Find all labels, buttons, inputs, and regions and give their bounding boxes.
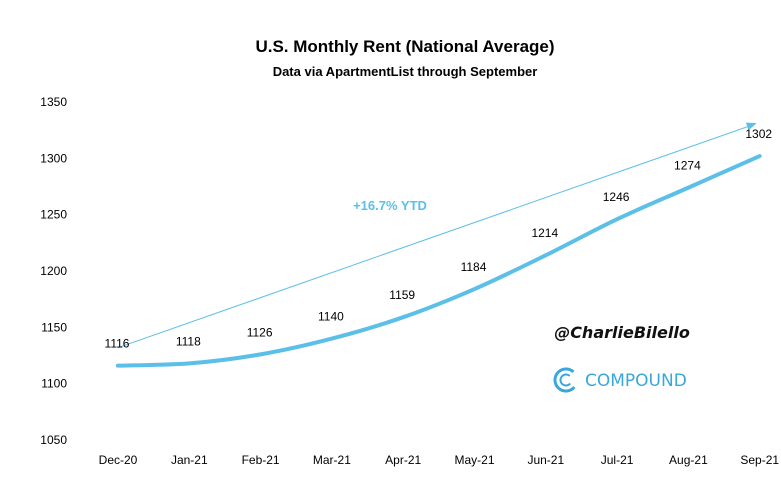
x-tick-label: Jan-21 [171,453,208,467]
data-label: 1246 [603,190,630,204]
y-tick-label: 1300 [40,151,67,165]
y-tick-label: 1200 [40,264,67,278]
data-label: 1126 [247,325,273,339]
x-tick-label: Mar-21 [313,453,351,467]
x-tick-label: Sep-21 [740,453,779,467]
rent-series-line [116,154,762,368]
compound-logo-icon [553,367,579,393]
series-layer [116,154,762,368]
data-label: 1140 [318,310,344,324]
x-tick-label: May-21 [454,453,494,467]
chart-title: U.S. Monthly Rent (National Average) [255,37,554,56]
data-label: 1116 [105,337,130,351]
ytd-annotation: +16.7% YTD [117,122,757,349]
data-label: 1184 [461,260,487,274]
data-label: 1159 [389,288,415,302]
data-label: 1302 [745,127,772,141]
x-tick-label: Jun-21 [527,453,564,467]
chart-subtitle: Data via ApartmentList through September [273,64,538,79]
author-handle: @CharlieBilello [554,323,690,342]
ytd-annotation-label: +16.7% YTD [353,198,427,213]
x-tick-label: Aug-21 [669,453,708,467]
ytd-arrow-head-icon [745,122,757,131]
brand-name: COMPOUND [585,371,687,391]
x-tick-label: Feb-21 [242,453,280,467]
data-labels: 1116 1118 1126 1140 1159 1184 1214 1246 1274 1302 [105,127,773,351]
y-tick-label: 1150 [41,320,67,334]
y-tick-label: 1250 [40,208,67,222]
data-label: 1214 [531,226,558,240]
watermark: @CharlieBilello COMPOUND [553,323,690,393]
data-label: 1118 [176,334,201,348]
data-label: 1274 [674,159,701,173]
y-tick-label: 1350 [40,95,67,109]
x-axis: Dec-20 Jan-21 Feb-21 Mar-21 Apr-21 May-21 Jun-… [99,453,780,467]
x-tick-label: Apr-21 [385,453,421,467]
x-tick-label: Dec-20 [99,453,138,467]
y-tick-label: 1050 [40,433,67,447]
x-tick-label: Jul-21 [601,453,634,467]
y-axis: 1050 1100 1150 1200 1250 1300 1350 [40,95,67,447]
ytd-arrow-line [117,125,751,349]
y-tick-label: 1100 [41,377,67,391]
